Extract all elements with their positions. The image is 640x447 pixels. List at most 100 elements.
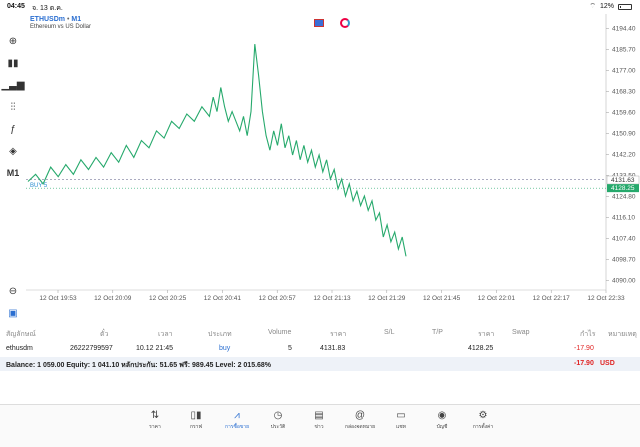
y-tick-label: 4090.00 (612, 277, 636, 284)
status-right: ⌔ 12% (589, 2, 632, 11)
col-type: ประเภท (208, 331, 232, 338)
chart-timeframe: M1 (71, 16, 82, 23)
settings-icon: ⚙ (478, 410, 488, 421)
chart-icon: ▯▮ (190, 410, 202, 421)
currency-label: USD (600, 360, 615, 367)
battery-icon (618, 3, 632, 10)
function-icon[interactable]: ƒ (10, 123, 16, 135)
bid-price-label: 4131.63 (611, 177, 635, 184)
y-tick-label: 4124.80 (612, 193, 636, 200)
current-price-label: 4128.25 (611, 185, 635, 192)
position-ticket: 26222799597 (70, 345, 113, 352)
x-tick-label: 12 Oct 20:09 (94, 295, 132, 302)
x-tick-label: 12 Oct 22:01 (478, 295, 516, 302)
x-tick-label: 12 Oct 21:45 (423, 295, 461, 302)
col-time: เวลา (158, 331, 173, 338)
y-tick-label: 4107.40 (612, 235, 636, 242)
y-tick-label: 4194.40 (612, 26, 636, 33)
chart-symbol: ETHUSDm (30, 16, 66, 23)
y-tick-label: 4150.90 (612, 131, 636, 138)
buy-position-label[interactable]: BUY 5 (30, 183, 48, 189)
news-icon: ▤ (314, 410, 324, 421)
nav-quotes-label: ราคา (149, 424, 161, 430)
col-tp: T/P (432, 329, 443, 336)
battery-percent: 12% (599, 3, 614, 10)
candles-icon[interactable]: ▮▮ (7, 57, 19, 69)
x-tick-label: 12 Oct 22:33 (587, 295, 625, 302)
nav-account[interactable]: ◉ บัญชี (422, 409, 462, 431)
col-profit: กำไร (580, 331, 596, 338)
positions-header: สัญลักษณ์ ตั๋ว เวลา ประเภท Volume ราคา S… (0, 326, 640, 340)
nav-trade[interactable]: ⩘ การซื้อขาย (217, 409, 257, 431)
y-tick-label: 4116.10 (612, 214, 635, 221)
total-profit: -17.90 (574, 360, 594, 367)
chat-icon: ▭ (396, 410, 406, 421)
zoom-icon[interactable]: ⊖ (8, 285, 18, 297)
objects-icon[interactable]: ◈ (9, 145, 17, 157)
y-tick-label: 4168.30 (612, 89, 636, 96)
one-click-icon[interactable] (340, 18, 350, 28)
col-price: ราคา (330, 331, 347, 338)
chart-title: ETHUSDm • M1 (30, 16, 81, 23)
chart-area[interactable]: 4194.40 4185.70 4177.00 4168.30 4159.60 4150.… (26, 14, 640, 316)
position-price: 4131.83 (320, 345, 346, 352)
flag-icon[interactable] (314, 19, 324, 27)
nav-chat[interactable]: ▭ แชท (381, 409, 421, 431)
status-bar: 04:45 จ. 13 ต.ค. ⌔ 12% (0, 0, 640, 14)
nav-news-label: ข่าว (314, 424, 324, 430)
nav-mailbox[interactable]: @ กล่องจดหมาย (340, 409, 380, 431)
nav-account-label: บัญชี (436, 424, 448, 430)
position-time: 10.12 21:45 (136, 345, 173, 352)
nav-chart[interactable]: ▯▮ กราฟ (176, 409, 216, 431)
chart-description: Ethereum vs US Dollar (30, 24, 92, 30)
nav-mailbox-label: กล่องจดหมาย (344, 424, 376, 430)
x-tick-label: 12 Oct 22:17 (533, 295, 571, 302)
balance-row: Balance: 1 059.00 Equity: 1 041.10 หลักป… (0, 357, 640, 371)
x-tick-label: 12 Oct 20:57 (259, 295, 297, 302)
current-price-tag (607, 184, 639, 193)
nav-history-label: ประวัติ (270, 424, 286, 430)
bid-price-tag (606, 175, 640, 185)
price-chart[interactable]: 4194.40 4185.70 4177.00 4168.30 4159.60 4150.… (26, 14, 640, 316)
account-icon: ◉ (437, 410, 447, 421)
nav-settings-label: การตั้งค่า (472, 424, 494, 430)
y-tick-label: 4098.70 (612, 256, 636, 263)
title-separator: • (66, 16, 72, 23)
x-tick-label: 12 Oct 19:53 (39, 295, 77, 302)
indicators-icon[interactable]: ⫶⫶ (10, 101, 16, 113)
col-current-price: ราคา (478, 331, 495, 338)
crosshair-icon[interactable]: ⊕ (8, 35, 18, 47)
nav-news[interactable]: ▤ ข่าว (299, 409, 339, 431)
position-row[interactable]: ethusdm 26222799597 10.12 21:45 buy 5 41… (0, 342, 640, 356)
position-profit: -17.90 (574, 345, 594, 352)
nav-settings[interactable]: ⚙ การตั้งค่า (463, 409, 503, 431)
col-volume: Volume (268, 329, 292, 336)
nav-trade-label: การซื้อขาย (224, 424, 250, 430)
col-symbol: สัญลักษณ์ (6, 331, 36, 338)
positions-panel: สัญลักษณ์ ตั๋ว เวลา ประเภท Volume ราคา S… (0, 320, 640, 374)
y-tick-label: 4185.70 (612, 47, 636, 54)
bars-icon[interactable]: ▁▃▆ (1, 79, 25, 91)
col-swap: Swap (512, 329, 530, 336)
y-tick-label: 4159.60 (612, 110, 636, 117)
status-time: 04:45 (7, 3, 25, 10)
nav-chart-label: กราฟ (189, 424, 203, 430)
nav-history[interactable]: ◷ ประวัติ (258, 409, 298, 431)
balance-summary: Balance: 1 059.00 Equity: 1 041.10 หลักป… (6, 362, 272, 369)
nav-quotes[interactable]: ⇅ ราคา (135, 409, 175, 431)
status-date: จ. 13 ต.ค. (32, 5, 63, 12)
position-volume: 5 (288, 345, 292, 352)
col-ticket: ตั๋ว (100, 331, 109, 338)
quotes-icon: ⇅ (150, 410, 160, 421)
trade-panel-icon[interactable]: ▣ (8, 307, 18, 319)
price-series-line (27, 44, 407, 257)
col-sl: S/L (384, 329, 395, 336)
y-tick-label: 4177.00 (612, 68, 636, 75)
y-tick-label: 4142.20 (612, 152, 636, 159)
position-current-price: 4128.25 (468, 345, 494, 352)
timeframe-button[interactable]: M1 (6, 168, 20, 178)
x-tick-label: 12 Oct 21:29 (368, 295, 406, 302)
bottom-nav: ⇅ ราคา ▯▮ กราฟ ⩘ การซื้อขาย ◷ ประวัติ ▤ ข่าว … (0, 404, 640, 447)
x-tick-label: 12 Oct 20:41 (204, 295, 242, 302)
position-type: buy (219, 345, 231, 352)
